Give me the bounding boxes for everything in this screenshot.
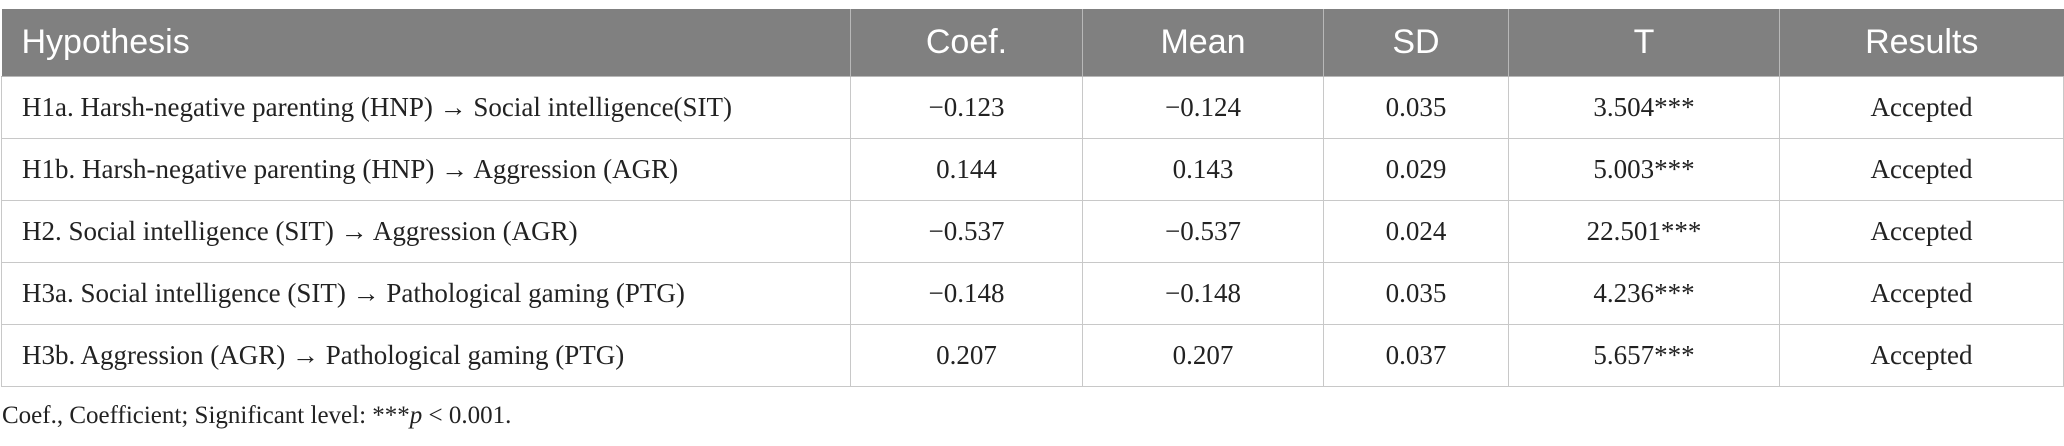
cell-mean: −0.124 bbox=[1082, 76, 1324, 139]
table-row: H2. Social intelligence (SIT) → Aggressi… bbox=[1, 200, 2064, 263]
cell-coef: −0.537 bbox=[850, 200, 1083, 263]
cell-coef: −0.123 bbox=[850, 76, 1083, 139]
cell-hypothesis: H3a. Social intelligence (SIT) → Patholo… bbox=[1, 262, 851, 325]
table-row: H3b. Aggression (AGR) → Pathological gam… bbox=[1, 324, 2064, 387]
cell-mean: 0.207 bbox=[1082, 324, 1324, 387]
cell-t: 22.501*** bbox=[1508, 200, 1780, 263]
header-mean: Mean bbox=[1082, 9, 1324, 77]
footnote-suffix: < 0.001. bbox=[422, 402, 512, 429]
cell-mean: −0.148 bbox=[1082, 262, 1324, 325]
cell-sd: 0.035 bbox=[1323, 262, 1509, 325]
cell-coef: −0.148 bbox=[850, 262, 1083, 325]
table-header: Hypothesis Coef. Mean SD T Results bbox=[1, 9, 2064, 77]
footnote-prefix: Coef., Coefficient; Significant level: *… bbox=[2, 402, 410, 429]
cell-t: 5.003*** bbox=[1508, 138, 1780, 201]
header-coef: Coef. bbox=[850, 9, 1083, 77]
table-footnote: Coef., Coefficient; Significant level: *… bbox=[2, 402, 511, 430]
cell-sd: 0.037 bbox=[1323, 324, 1509, 387]
cell-result: Accepted bbox=[1779, 262, 2064, 325]
cell-t: 4.236*** bbox=[1508, 262, 1780, 325]
table-row: H1b. Harsh-negative parenting (HNP) → Ag… bbox=[1, 138, 2064, 201]
header-hypothesis: Hypothesis bbox=[1, 9, 851, 77]
results-table-container: Hypothesis Coef. Mean SD T Results H1a. … bbox=[0, 9, 2064, 387]
cell-mean: −0.537 bbox=[1082, 200, 1324, 263]
cell-coef: 0.207 bbox=[850, 324, 1083, 387]
header-t: T bbox=[1508, 9, 1780, 77]
cell-result: Accepted bbox=[1779, 138, 2064, 201]
cell-t: 5.657*** bbox=[1508, 324, 1780, 387]
table-body: H1a. Harsh-negative parenting (HNP) → So… bbox=[1, 76, 2064, 387]
cell-sd: 0.029 bbox=[1323, 138, 1509, 201]
cell-hypothesis: H2. Social intelligence (SIT) → Aggressi… bbox=[1, 200, 851, 263]
cell-sd: 0.035 bbox=[1323, 76, 1509, 139]
cell-mean: 0.143 bbox=[1082, 138, 1324, 201]
cell-hypothesis: H1b. Harsh-negative parenting (HNP) → Ag… bbox=[1, 138, 851, 201]
cell-result: Accepted bbox=[1779, 324, 2064, 387]
cell-hypothesis: H3b. Aggression (AGR) → Pathological gam… bbox=[1, 324, 851, 387]
cell-hypothesis: H1a. Harsh-negative parenting (HNP) → So… bbox=[1, 76, 851, 139]
header-sd: SD bbox=[1323, 9, 1509, 77]
cell-t: 3.504*** bbox=[1508, 76, 1780, 139]
table-row: H3a. Social intelligence (SIT) → Patholo… bbox=[1, 262, 2064, 325]
footnote-p-symbol: p bbox=[409, 402, 423, 429]
cell-sd: 0.024 bbox=[1323, 200, 1509, 263]
hypothesis-results-table: Hypothesis Coef. Mean SD T Results H1a. … bbox=[1, 9, 2064, 387]
header-row: Hypothesis Coef. Mean SD T Results bbox=[1, 9, 2064, 77]
cell-result: Accepted bbox=[1779, 76, 2064, 139]
table-row: H1a. Harsh-negative parenting (HNP) → So… bbox=[1, 76, 2064, 139]
cell-coef: 0.144 bbox=[850, 138, 1083, 201]
header-results: Results bbox=[1779, 9, 2064, 77]
cell-result: Accepted bbox=[1779, 200, 2064, 263]
